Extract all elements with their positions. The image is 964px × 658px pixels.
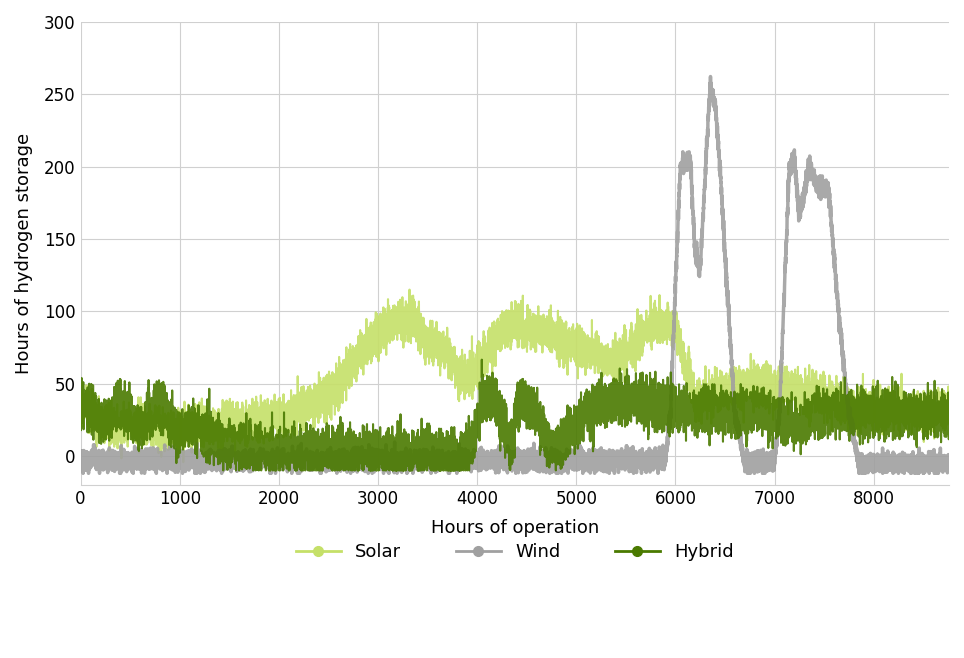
Solar: [943, 408, 954, 416]
Solar: [322, 399, 334, 407]
Hybrid: [476, 356, 488, 364]
Wind: [75, 447, 87, 455]
Wind: [914, 459, 925, 467]
Legend: Solar, Wind, Hybrid: Solar, Wind, Hybrid: [288, 536, 741, 569]
X-axis label: Hours of operation: Hours of operation: [431, 519, 599, 537]
Wind: [705, 72, 716, 80]
Line: Hybrid: Hybrid: [81, 360, 949, 470]
Solar: [75, 388, 87, 396]
Hybrid: [218, 467, 229, 474]
Hybrid: [311, 428, 323, 436]
Solar: [332, 385, 343, 393]
Hybrid: [75, 414, 87, 422]
Line: Wind: Wind: [81, 76, 949, 473]
Solar: [311, 399, 323, 407]
Wind: [77, 469, 89, 477]
Solar: [177, 458, 189, 466]
Wind: [261, 455, 273, 463]
Wind: [362, 452, 373, 460]
Y-axis label: Hours of hydrogen storage: Hours of hydrogen storage: [15, 133, 33, 374]
Line: Solar: Solar: [81, 290, 949, 462]
Solar: [362, 361, 373, 368]
Wind: [322, 462, 334, 470]
Hybrid: [332, 461, 343, 469]
Hybrid: [362, 451, 373, 459]
Hybrid: [914, 426, 925, 434]
Solar: [404, 286, 415, 293]
Hybrid: [943, 403, 954, 411]
Hybrid: [261, 432, 273, 440]
Solar: [914, 403, 925, 411]
Wind: [943, 457, 954, 465]
Wind: [311, 460, 323, 468]
Hybrid: [322, 449, 334, 457]
Solar: [261, 403, 273, 411]
Wind: [332, 447, 343, 455]
